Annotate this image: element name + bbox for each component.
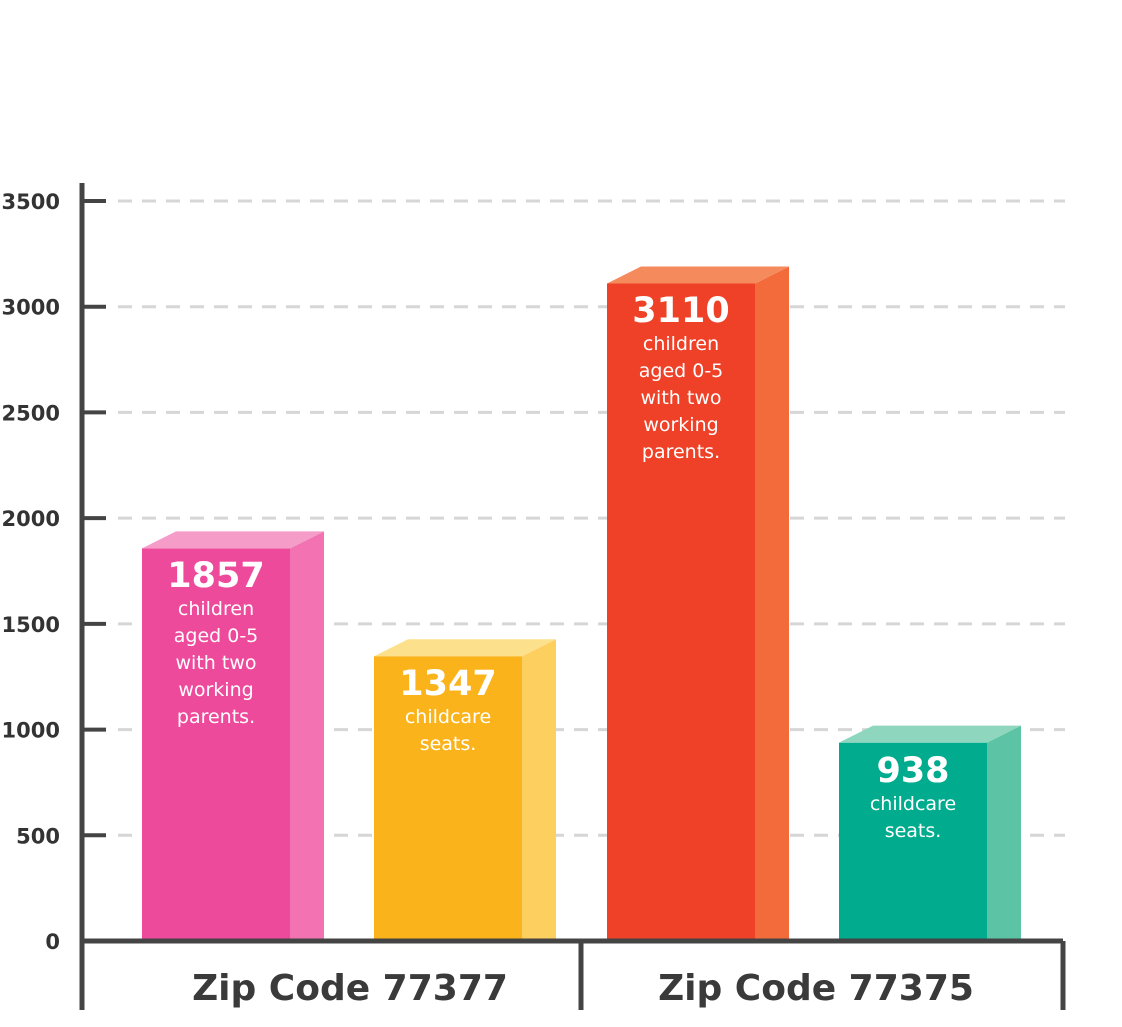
bar-side [290,531,324,941]
bar-description-line: parents. [176,706,256,729]
bar-description-line: working [643,414,719,437]
y-tick-label: 1000 [2,719,60,743]
bar-description-line: aged 0-5 [638,360,724,383]
bar-data-label: 1347 childcare seats. [374,664,522,758]
y-tick-label: 2000 [2,507,60,531]
bar-side [522,639,556,941]
group-label: Zip Code 77375 [658,968,974,1009]
bar-description-line: with two [640,387,722,410]
bar-description-line: parents. [641,441,721,464]
bar [607,283,755,941]
y-tick-label: 3500 [2,190,60,214]
bar-description-line: children [642,333,720,356]
bar [142,548,290,941]
bar-top [142,531,324,549]
group-label: Zip Code 77377 [192,968,508,1009]
bar-top [607,266,789,284]
bar-description-line: childcare [869,792,957,815]
bar-top [374,639,556,657]
bar-description-line: seats. [419,733,477,756]
bar-value-label: 3110 [632,291,730,332]
bar-description-line: childcare [404,706,492,729]
bar-side [987,725,1021,941]
bar [839,742,987,941]
bar-description-line: seats. [884,819,942,842]
bar-value-label: 1347 [399,664,497,705]
y-tick-label: 3000 [2,296,60,320]
y-tick-label: 2500 [2,401,60,425]
bar-data-label: 1857 children aged 0-5 with two working paren… [142,556,290,731]
bar-side [755,266,789,941]
bar-value-label: 938 [876,750,950,791]
bar-top [839,725,1021,743]
y-tick-label: 1500 [2,613,60,637]
bar-description-line: with two [175,652,257,675]
bar-value-label: 1857 [167,556,265,597]
bar-data-label: 938 childcare seats. [839,751,987,845]
bar [374,656,522,941]
bar-description-line: working [178,679,254,702]
bar-description-line: children [177,598,255,621]
y-tick-label: 500 [16,824,60,848]
bar-description-line: aged 0-5 [173,625,259,648]
bar-data-label: 3110 children aged 0-5 with two working paren… [607,291,755,466]
y-tick-label: 0 [45,930,60,954]
